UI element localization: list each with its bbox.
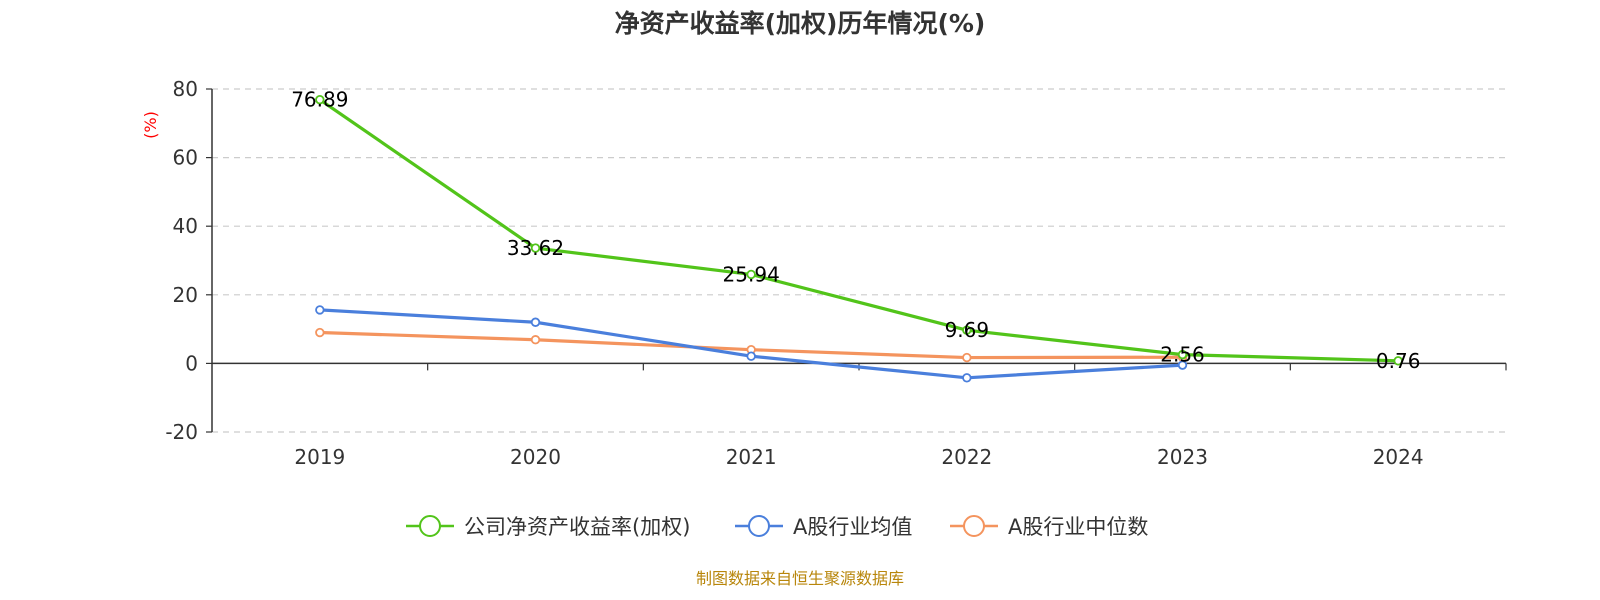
legend-marker [419,515,441,537]
data-point[interactable] [962,325,972,335]
legend-marker [748,515,770,537]
legend-item[interactable]: A股行业均值 [735,515,912,539]
y-tick-label: 40 [173,214,198,238]
legend[interactable]: 公司净资产收益率(加权) A股行业均值 A股行业中位数 [406,515,1148,539]
series-line [318,308,1185,380]
data-label: 33.62 [507,236,564,260]
data-point[interactable] [746,351,756,361]
data-point[interactable] [315,305,325,315]
legend-item[interactable]: 公司净资产收益率(加权) [406,515,690,539]
legend-label: 公司净资产收益率(加权) [464,515,690,539]
y-tick-labels: -20 0 20 40 60 80 [165,77,198,444]
data-point[interactable] [1177,360,1188,370]
data-point[interactable] [315,327,325,338]
data-label: 0.76 [1376,349,1421,373]
legend-label: A股行业中位数 [1008,515,1148,539]
chart-title: 净资产收益率(加权)历年情况(%) [615,9,986,38]
y-tick-label: 0 [185,351,198,375]
y-tick-label: 20 [173,283,198,307]
data-labels: 76.89 33.62 25.94 9.69 2.56 0.76 [291,88,1420,373]
x-tick-label: 2019 [294,445,345,469]
data-label: 76.89 [291,88,348,112]
legend-label: A股行业均值 [793,515,912,539]
data-label: 25.94 [723,262,780,286]
data-label: 9.69 [945,318,990,342]
x-tick-label: 2020 [510,445,561,469]
legend-item[interactable]: A股行业中位数 [950,515,1148,539]
y-tick-label: 80 [173,77,198,101]
data-point[interactable] [962,373,972,383]
y-axis-label: (%) [141,111,160,139]
x-tick-labels: 2019 2020 2021 2022 2023 2024 [294,445,1423,469]
data-label: 2.56 [1160,343,1205,367]
series-line [318,98,1400,363]
gridlines [212,88,1506,433]
legend-marker [963,515,985,537]
source-note: 制图数据来自恒生聚源数据库 [696,569,904,588]
y-tick-label: 60 [173,146,198,170]
data-point[interactable] [746,269,756,280]
axes [206,88,1507,433]
data-point[interactable] [962,352,972,363]
x-tick-label: 2022 [941,445,992,469]
data-point[interactable] [530,243,541,253]
series-lines [315,94,1403,383]
data-point[interactable] [1393,356,1403,366]
data-point[interactable] [530,317,541,327]
x-tick-label: 2023 [1157,445,1208,469]
data-point[interactable] [530,335,541,345]
y-tick-label: -20 [165,420,198,444]
x-tick-label: 2024 [1373,445,1424,469]
data-point[interactable] [1177,349,1188,360]
x-tick-label: 2021 [726,445,777,469]
data-point[interactable] [315,94,325,105]
